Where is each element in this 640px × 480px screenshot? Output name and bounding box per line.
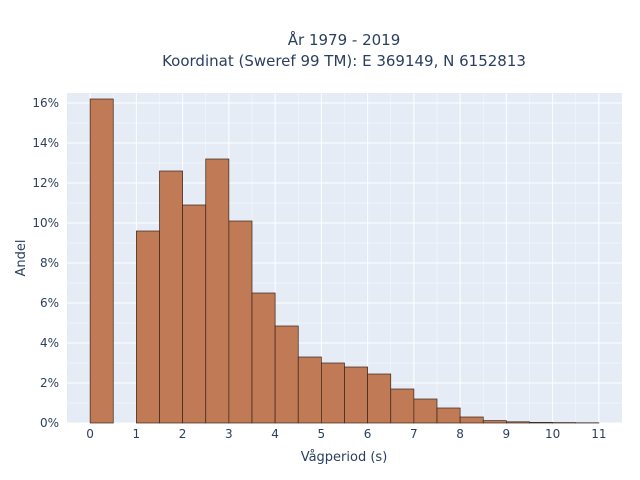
histogram-bar	[482, 420, 507, 424]
y-tick-label: 10%	[32, 216, 59, 230]
histogram-bar	[136, 230, 160, 424]
histogram-bar	[89, 98, 114, 424]
y-tick-labels: 0% 2% 4% 6% 8% 10% 12% 14% 16%	[32, 96, 59, 430]
histogram-bar	[321, 362, 345, 424]
histogram-bar	[529, 422, 553, 424]
x-tick-label: 2	[179, 427, 187, 441]
x-tick-label: 0	[86, 427, 94, 441]
x-tick-label: 5	[318, 427, 326, 441]
y-tick-label: 14%	[32, 136, 59, 150]
histogram-bar	[344, 366, 368, 424]
x-tick-label: 4	[271, 427, 279, 441]
histogram-bar	[297, 356, 322, 424]
y-tick-label: 6%	[40, 296, 59, 310]
histogram-bar	[459, 416, 484, 424]
histogram-bar	[159, 170, 183, 424]
x-axis-title: Vågperiod (s)	[301, 450, 388, 465]
x-tick-label: 10	[545, 427, 560, 441]
x-tick-label: 9	[503, 427, 511, 441]
chart-title: År 1979 - 2019	[288, 30, 401, 49]
histogram-bar	[228, 220, 253, 424]
x-tick-labels: 0 1 2 3 4 5 6 7 8 9 10 11	[86, 427, 606, 441]
histogram-bar	[274, 325, 299, 424]
histogram-bar	[390, 388, 415, 424]
y-tick-label: 12%	[32, 176, 59, 190]
y-tick-label: 2%	[40, 376, 59, 390]
y-tick-label: 4%	[40, 336, 59, 350]
histogram-bar	[506, 421, 530, 424]
histogram-bar	[413, 398, 438, 424]
y-axis-title: Andel	[14, 240, 29, 277]
y-tick-label: 16%	[32, 96, 59, 110]
x-tick-label: 1	[133, 427, 141, 441]
histogram-bar	[251, 292, 276, 424]
histogram-bar	[436, 407, 461, 424]
bars	[89, 98, 600, 424]
histogram-bar	[205, 158, 230, 424]
histogram-bar	[182, 204, 207, 424]
x-tick-label: 11	[591, 427, 606, 441]
chart-subtitle: Koordinat (Sweref 99 TM): E 369149, N 61…	[162, 52, 526, 70]
y-tick-label: 8%	[40, 256, 59, 270]
x-tick-label: 7	[410, 427, 418, 441]
histogram-bar	[367, 373, 392, 424]
x-tick-label: 6	[364, 427, 372, 441]
x-tick-label: 3	[225, 427, 233, 441]
y-tick-label: 0%	[40, 416, 59, 430]
x-tick-label: 8	[456, 427, 464, 441]
